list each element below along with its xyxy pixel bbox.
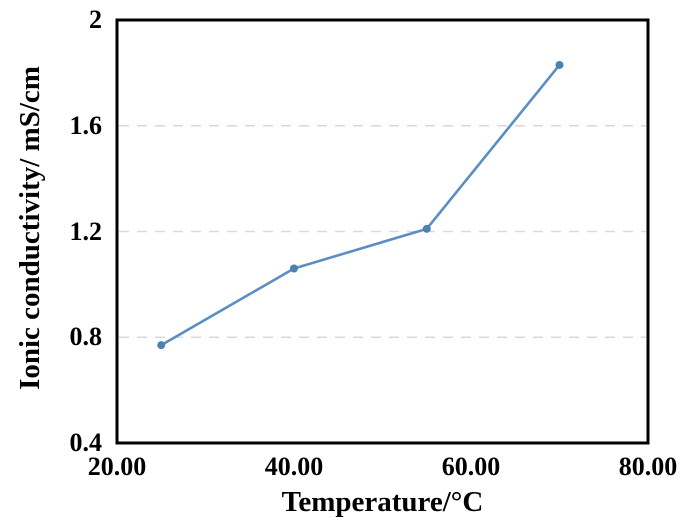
x-tick-label: 20.00: [87, 452, 147, 481]
y-tick-label: 2: [89, 5, 102, 34]
x-tick-label: 60.00: [441, 452, 501, 481]
x-axis-title: Temperature/°C: [281, 486, 484, 518]
data-point-marker: [290, 264, 298, 273]
y-tick-label: 1.6: [69, 110, 103, 140]
data-point-marker: [157, 341, 166, 350]
y-tick-label: 1.2: [69, 216, 103, 246]
y-tick-label: 0.8: [69, 322, 103, 352]
x-tick-label: 40.00: [264, 452, 324, 481]
y-tick-label: 0.4: [69, 428, 103, 457]
series-line: [159, 63, 561, 347]
plot-frame: [115, 18, 650, 445]
data-point-marker: [422, 224, 431, 233]
data-point-marker: [555, 60, 564, 69]
x-tick-label: 80.00: [618, 452, 678, 481]
